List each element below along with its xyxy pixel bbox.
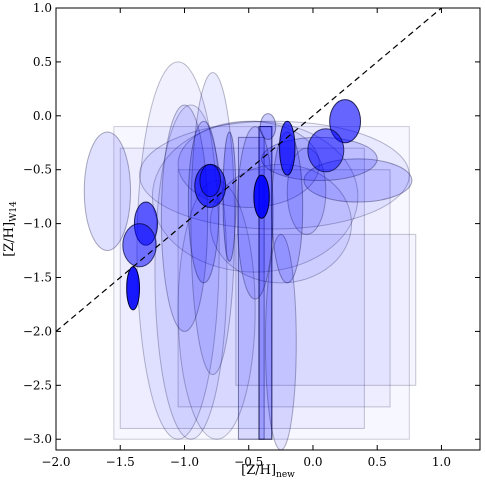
y-axis-label-sub: W14 xyxy=(9,201,19,222)
error-box-3 xyxy=(235,233,417,386)
y-tick-label: −0.5 xyxy=(23,163,52,177)
data-ellipse-11 xyxy=(160,104,209,332)
y-axis: −3.0 −2.5 −2.0 −1.5 −1.0 −0.5 0.0 0.5 1.0 xyxy=(23,1,480,446)
y-tick-label: −1.0 xyxy=(23,217,52,231)
x-tick-label: 1.0 xyxy=(432,455,451,469)
x-tick-label: −1.5 xyxy=(106,455,135,469)
error-box-1 xyxy=(119,147,365,429)
x-tick-label: −1.0 xyxy=(170,455,199,469)
y-tick-label: −2.5 xyxy=(23,378,52,392)
x-axis-label-main: [Z/H] xyxy=(241,463,276,478)
data-ellipse-23 xyxy=(307,128,345,173)
data-ellipse-7 xyxy=(286,147,327,235)
plot-frame xyxy=(55,7,481,451)
x-axis-label: [Z/H]new xyxy=(241,463,295,480)
x-axis-label-sub: new xyxy=(276,470,295,480)
data-layer xyxy=(83,61,417,450)
y-axis-label-main: [Z/H] xyxy=(2,222,17,257)
data-ellipse-25 xyxy=(122,223,157,268)
y-tick-label: 0.0 xyxy=(33,109,52,123)
plot-area xyxy=(55,7,481,451)
data-ellipse-19 xyxy=(253,174,270,219)
error-box-2 xyxy=(177,169,391,408)
data-ellipse-6 xyxy=(83,131,132,252)
y-tick-label: −1.5 xyxy=(23,271,52,285)
data-ellipse-22 xyxy=(329,99,362,144)
data-ellipse-18 xyxy=(279,120,296,176)
data-ellipse-13 xyxy=(190,72,236,376)
x-tick-label: −0.5 xyxy=(234,455,263,469)
data-ellipse-27 xyxy=(259,113,277,141)
x-tick-label: 0.5 xyxy=(368,455,387,469)
y-tick-label: 1.0 xyxy=(33,1,52,15)
one-to-one-line xyxy=(56,8,442,332)
data-ellipse-15 xyxy=(236,126,274,300)
y-axis-label: [Z/H]W14 xyxy=(2,201,19,257)
data-ellipse-16 xyxy=(264,233,297,450)
x-tick-label: 0.0 xyxy=(303,455,322,469)
y-tick-label: 0.5 xyxy=(33,55,52,69)
x-axis: −2.0 −1.5 −1.0 −0.5 0.0 0.5 1.0 xyxy=(41,8,451,469)
data-ellipse-14 xyxy=(222,131,237,262)
x-tick-label: −2.0 xyxy=(41,455,70,469)
data-ellipse-21 xyxy=(199,163,221,198)
data-ellipse-26 xyxy=(126,266,141,311)
y-tick-label: −3.0 xyxy=(23,432,52,446)
y-tick-label: −2.0 xyxy=(23,324,52,338)
